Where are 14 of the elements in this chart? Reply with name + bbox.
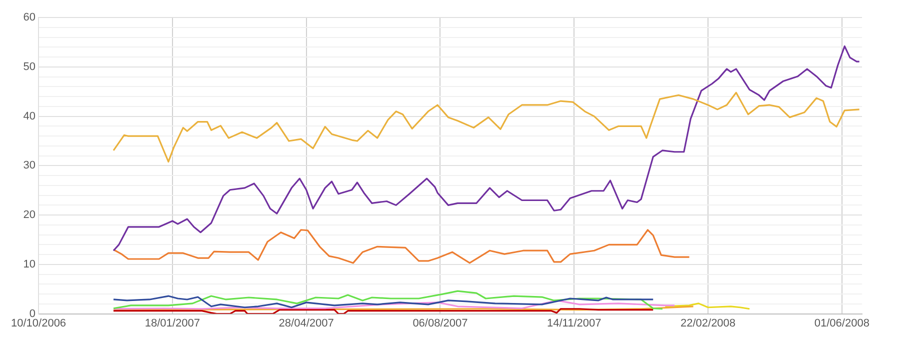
x-tick-label: 18/01/2007: [144, 317, 200, 330]
x-tick-label: 10/10/2006: [10, 317, 66, 330]
y-tick-label: 0: [29, 308, 36, 320]
y-tick-label: 30: [23, 160, 36, 172]
y-tick-label: 10: [23, 258, 36, 270]
x-tick-label: 22/02/2008: [680, 317, 736, 330]
x-tick-label: 01/06/2008: [814, 317, 870, 330]
y-tick-label: 20: [23, 209, 36, 222]
y-tick-label: 40: [23, 110, 36, 122]
x-tick-label: 06/08/2007: [412, 317, 468, 330]
x-tick-label: 28/04/2007: [278, 317, 334, 330]
x-tick-label: 14/11/2007: [546, 317, 602, 330]
y-tick-label: 50: [23, 61, 36, 73]
y-tick-label: 60: [23, 12, 36, 24]
